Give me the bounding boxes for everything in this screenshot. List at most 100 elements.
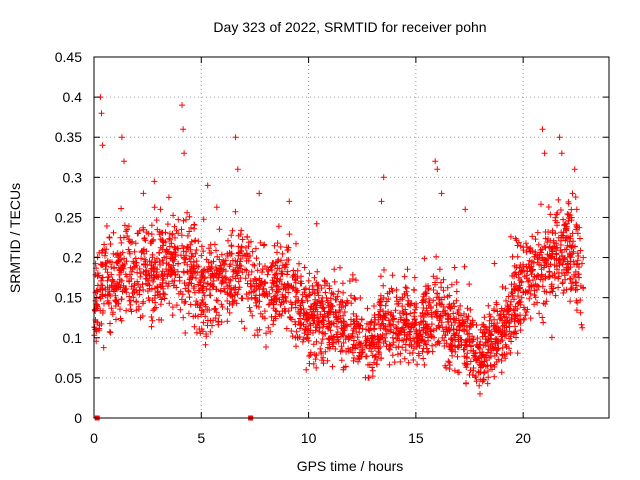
data-point xyxy=(297,302,304,309)
data-point xyxy=(566,275,573,282)
data-point xyxy=(451,315,458,322)
data-point xyxy=(455,338,462,345)
y-tick-label: 0.1 xyxy=(63,330,83,346)
data-point xyxy=(403,335,410,342)
data-point xyxy=(107,320,113,327)
data-point xyxy=(514,253,521,260)
data-point xyxy=(268,263,275,270)
data-point xyxy=(363,342,370,348)
data-point xyxy=(539,276,546,283)
data-point xyxy=(178,232,185,239)
data-point xyxy=(543,288,550,295)
data-point xyxy=(227,277,234,284)
data-point xyxy=(202,303,209,310)
data-point xyxy=(390,316,397,323)
data-point xyxy=(181,150,188,157)
data-point xyxy=(445,318,452,325)
data-point xyxy=(247,308,254,315)
data-point xyxy=(395,330,402,337)
data-point xyxy=(374,336,381,343)
data-point xyxy=(527,244,534,251)
data-point xyxy=(217,262,224,269)
data-point xyxy=(216,312,222,319)
data-point xyxy=(152,292,159,299)
data-point xyxy=(340,312,347,319)
data-point xyxy=(268,284,275,291)
data-point xyxy=(446,328,453,334)
data-point xyxy=(319,294,326,301)
data-point xyxy=(213,204,220,211)
data-point xyxy=(136,291,143,298)
data-point xyxy=(278,257,284,264)
data-point xyxy=(140,298,147,305)
data-point xyxy=(358,316,365,323)
data-point xyxy=(430,287,437,293)
data-point xyxy=(553,211,560,218)
y-tick-label: 0.15 xyxy=(55,290,82,306)
data-point xyxy=(339,298,345,305)
data-point xyxy=(201,292,208,299)
data-point xyxy=(219,259,226,265)
data-point xyxy=(385,296,392,303)
data-point xyxy=(332,296,339,303)
data-point xyxy=(248,289,255,296)
data-point xyxy=(491,361,498,368)
data-point xyxy=(543,298,550,305)
data-point xyxy=(503,297,509,304)
data-point xyxy=(151,305,158,312)
data-point xyxy=(506,323,513,330)
data-point xyxy=(441,343,448,349)
data-point xyxy=(261,315,268,322)
data-point xyxy=(234,166,241,173)
data-point xyxy=(190,253,197,260)
data-point xyxy=(429,342,436,349)
data-point xyxy=(421,361,428,368)
data-point xyxy=(381,334,388,341)
data-point xyxy=(420,355,427,362)
data-point xyxy=(218,280,225,287)
data-point xyxy=(355,356,362,363)
data-point xyxy=(446,292,453,299)
data-point xyxy=(224,318,231,325)
data-point xyxy=(480,342,487,349)
data-point xyxy=(198,299,205,306)
data-point xyxy=(124,233,131,239)
data-point xyxy=(261,241,268,248)
data-point xyxy=(237,275,244,281)
data-point xyxy=(425,285,432,292)
data-point xyxy=(284,271,290,278)
data-point xyxy=(279,250,286,257)
data-point xyxy=(159,279,166,286)
data-point xyxy=(463,380,469,386)
data-point xyxy=(216,226,223,233)
data-point xyxy=(120,262,127,269)
data-point xyxy=(385,317,392,324)
data-point xyxy=(528,271,535,278)
data-point xyxy=(187,301,194,308)
data-point xyxy=(349,271,356,278)
data-point xyxy=(279,270,286,277)
data-point xyxy=(212,271,219,278)
data-point xyxy=(242,244,249,251)
data-point xyxy=(331,266,338,273)
data-point xyxy=(526,295,533,302)
x-tick-label: 5 xyxy=(197,430,205,446)
data-point xyxy=(229,257,236,264)
data-point xyxy=(192,312,199,319)
data-point xyxy=(169,312,176,319)
data-point xyxy=(214,274,220,281)
data-point xyxy=(101,246,108,253)
data-point xyxy=(200,289,207,296)
data-point xyxy=(542,235,549,242)
data-point xyxy=(437,301,444,308)
data-point xyxy=(133,307,140,314)
data-point xyxy=(149,317,156,324)
data-point xyxy=(547,237,554,244)
data-point xyxy=(195,263,202,270)
data-point xyxy=(239,295,246,302)
data-point xyxy=(278,281,285,287)
data-point xyxy=(261,292,268,299)
data-point xyxy=(378,355,385,362)
data-point xyxy=(127,271,133,278)
data-point xyxy=(234,291,241,298)
